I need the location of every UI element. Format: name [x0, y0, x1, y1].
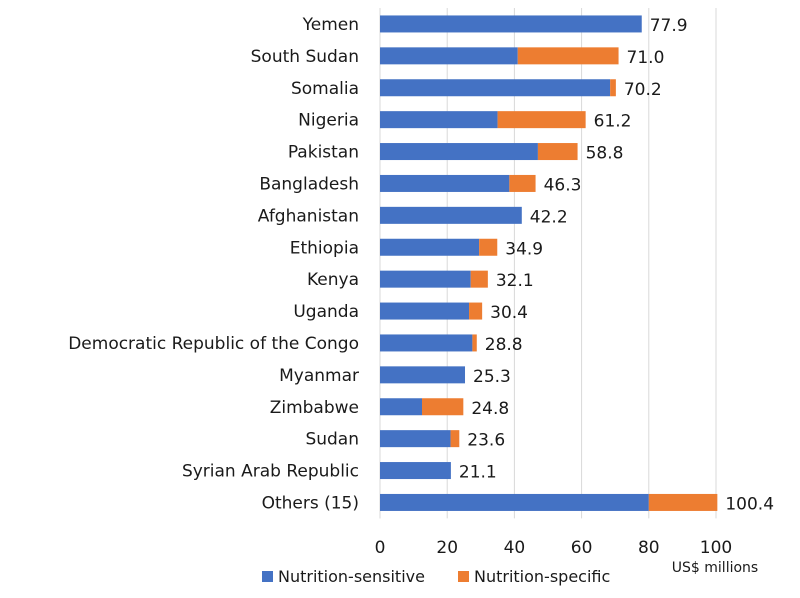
bar-segment-sensitive: [380, 430, 451, 448]
category-label: Others (15): [262, 493, 359, 513]
bar-segment-sensitive: [380, 493, 649, 511]
category-label: Yemen: [302, 15, 359, 35]
category-label: Nigeria: [298, 111, 359, 131]
bar-segment-sensitive: [380, 270, 471, 288]
legend-swatch: [262, 571, 273, 582]
value-label: 71.0: [627, 48, 665, 68]
category-label: Uganda: [293, 302, 359, 322]
category-label: Democratic Republic of the Congo: [68, 334, 359, 354]
bar-segment-specific: [422, 398, 464, 416]
bar-segment-sensitive: [380, 462, 451, 480]
bar-segment-specific: [537, 143, 578, 161]
bar-segment-specific: [450, 430, 460, 448]
legend-label: Nutrition-sensitive: [278, 567, 425, 586]
x-tick-label: 20: [436, 538, 458, 558]
value-label: 42.2: [530, 207, 568, 227]
legend: Nutrition-sensitive Nutrition-specific: [262, 567, 610, 586]
bar-segment-specific: [517, 47, 619, 65]
value-label: 46.3: [544, 175, 582, 195]
bar-segment-specific: [479, 238, 498, 256]
x-axis-ticks: 0 20 40 60 80 100: [375, 538, 733, 558]
value-label: 30.4: [490, 303, 528, 323]
bar-segment-sensitive: [380, 174, 510, 192]
bar-segment-sensitive: [380, 15, 642, 33]
category-label: Bangladesh: [259, 174, 359, 194]
category-label: South Sudan: [251, 47, 359, 67]
bar-segment-sensitive: [380, 47, 518, 65]
bar-segment-specific: [509, 174, 536, 192]
category-label: Kenya: [307, 270, 359, 290]
category-label: Ethiopia: [290, 238, 359, 258]
value-label: 100.4: [725, 494, 774, 514]
category-label: Zimbabwe: [270, 398, 359, 418]
bar-segment-sensitive: [380, 143, 538, 161]
x-tick-label: 0: [375, 538, 386, 558]
bar-segment-specific: [648, 493, 718, 511]
bar-segment-sensitive: [380, 79, 611, 97]
bar-segment-sensitive: [380, 366, 466, 384]
value-label: 24.8: [471, 399, 509, 419]
value-labels: 77.9 71.0 70.2 61.2 58.846.3 42.2 34.9 32.1 30.4…: [459, 16, 774, 515]
category-labels: Yemen South Sudan Somalia Nigeria Pakistan Ba…: [68, 15, 359, 514]
value-label: 21.1: [459, 463, 497, 483]
value-label: 58.8: [586, 144, 624, 164]
category-label: Pakistan: [288, 143, 359, 163]
bar-segment-sensitive: [380, 111, 498, 129]
bar-segment-sensitive: [380, 398, 422, 416]
value-label: 32.1: [496, 271, 534, 291]
category-label: Somalia: [291, 79, 359, 99]
x-tick-label: 60: [571, 538, 593, 558]
value-label: 34.9: [505, 239, 543, 259]
bar-segment-specific: [470, 270, 488, 288]
category-label: Sudan: [305, 430, 359, 450]
value-label: 28.8: [485, 335, 523, 355]
value-label: 61.2: [594, 112, 632, 132]
x-tick-label: 80: [638, 538, 660, 558]
value-label: 25.3: [473, 367, 511, 387]
bar-segment-specific: [497, 111, 586, 129]
bar-segment-specific: [472, 334, 477, 352]
bar-segment-sensitive: [380, 334, 473, 352]
value-label: 77.9: [650, 16, 688, 36]
category-label: Myanmar: [279, 366, 359, 386]
bar-segment-sensitive: [380, 238, 480, 256]
bar-segment-specific: [469, 302, 483, 320]
bar-segment-specific: [610, 79, 616, 97]
legend-swatch: [458, 571, 469, 582]
value-label: 23.6: [467, 431, 505, 451]
bar-segment-sensitive: [380, 302, 470, 320]
bars: [380, 15, 718, 511]
x-tick-label: 40: [504, 538, 526, 558]
x-axis-unit-label: US$ millions: [672, 560, 758, 576]
category-label: Syrian Arab Republic: [182, 462, 359, 482]
bar-segment-sensitive: [380, 206, 522, 224]
legend-label: Nutrition-specific: [474, 567, 610, 586]
x-tick-label: 100: [700, 538, 732, 558]
category-label: Afghanistan: [258, 206, 359, 226]
value-label: 70.2: [624, 80, 662, 100]
